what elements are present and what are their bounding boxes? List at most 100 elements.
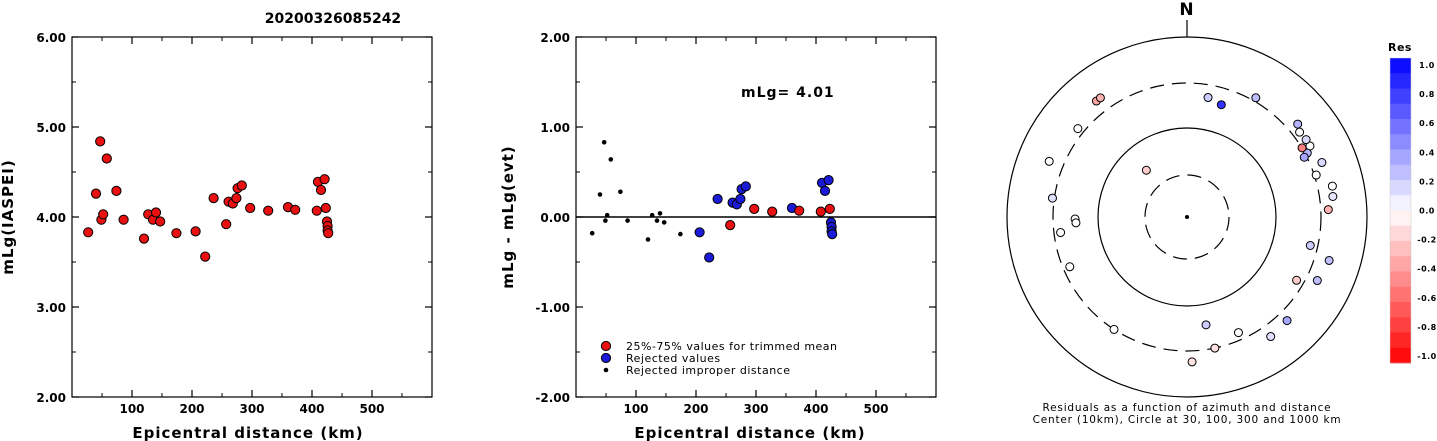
panel1-ylabel: mLg(IASPEI)	[0, 159, 17, 274]
colorbar-segment	[1390, 180, 1411, 196]
colorbar-tick-label: 0.8	[1419, 90, 1435, 99]
colorbar-segment	[1390, 58, 1411, 74]
legend-label: 25%-75% values for trimmed mean	[626, 340, 838, 353]
polar-point	[1233, 328, 1243, 338]
colorbar-tick-label: 0.4	[1419, 148, 1435, 157]
polar-point	[1047, 193, 1057, 203]
panel2-point	[589, 230, 595, 236]
panel1-ytick-label: 6.00	[36, 31, 66, 45]
colorbar-segment	[1390, 347, 1411, 364]
panel1-point	[245, 202, 256, 214]
polar-points	[1044, 93, 1338, 367]
panel2-point	[694, 227, 705, 238]
polar-point	[1323, 205, 1333, 215]
panel1-point	[323, 228, 334, 239]
legend-marker	[603, 367, 609, 373]
panel2-point	[704, 252, 715, 263]
panel1-xtick-label: 100	[119, 402, 144, 416]
polar-point	[1201, 320, 1211, 330]
panel1-point	[311, 205, 322, 216]
colorbar-segment	[1390, 256, 1411, 272]
panel2-point	[603, 218, 608, 223]
panel2-point	[740, 181, 751, 192]
ring-30km	[1144, 174, 1230, 260]
polar-point	[1297, 143, 1307, 153]
panel1-point	[101, 153, 112, 164]
polar-point	[1305, 240, 1315, 250]
panel1-xlabel: Epicentral distance (km)	[132, 424, 363, 441]
colorbar-tick-label: -1.0	[1417, 352, 1437, 361]
panel2-ytick-label: 0.00	[540, 211, 570, 225]
panel1-point	[319, 174, 330, 185]
polar-point	[1328, 191, 1338, 201]
colorbar-segment	[1390, 317, 1411, 333]
panel2-point	[657, 211, 663, 216]
panel2-ytick-label: -2.00	[535, 391, 570, 405]
panel1-xtick-label: 300	[239, 402, 264, 416]
colorbar-tick-label: 0.6	[1419, 119, 1435, 128]
panel1-point	[150, 207, 162, 218]
polar-point	[1044, 156, 1054, 166]
panel1-point	[83, 227, 94, 238]
colorbar-segment	[1390, 302, 1411, 318]
panel1-point	[98, 209, 109, 220]
colorbar-segment	[1390, 73, 1411, 89]
panel1-point	[200, 251, 211, 262]
panel2-ytick-label: -1.00	[535, 301, 570, 315]
colorbar-segment	[1390, 210, 1411, 227]
colorbar-frame	[1389, 57, 1412, 364]
polar-point	[1292, 275, 1302, 285]
ring-300km	[1052, 82, 1322, 352]
polar-point	[1327, 181, 1337, 191]
panel1-point	[263, 205, 274, 216]
panel1-point	[138, 233, 150, 244]
panel2-point	[712, 193, 723, 205]
panel2-point	[815, 206, 826, 217]
panel2-ytick-label: 1.00	[540, 121, 570, 135]
polar-point	[1293, 119, 1303, 129]
colorbar-segment	[1390, 225, 1411, 242]
panel2-xtick-label: 500	[863, 402, 888, 416]
panel2-point	[678, 231, 683, 237]
polar-point	[1299, 152, 1309, 162]
polar-point	[1311, 170, 1321, 180]
colorbar-tick-label: -0.6	[1417, 294, 1437, 303]
panel2-xtick-label: 300	[743, 402, 768, 416]
panel1-point	[90, 188, 102, 199]
polar-point	[1187, 357, 1197, 367]
polar-point	[1266, 332, 1276, 342]
magnitude-vs-distance-panel: Epicentral distance (km) mLg(IASPEI) 100…	[0, 31, 433, 441]
colorbar-segment	[1390, 332, 1411, 349]
colorbar-segment	[1390, 134, 1411, 150]
colorbar-segment	[1390, 271, 1411, 288]
polar-point	[1295, 127, 1305, 137]
polar-caption-line2: Center (10km), Circle at 30, 100, 300 an…	[1033, 414, 1342, 426]
colorbar-tick-label: 0.0	[1419, 207, 1435, 216]
panel1-xtick-label: 200	[179, 402, 204, 416]
panel1-point	[155, 216, 166, 227]
panel2-annotation: mLg= 4.01	[741, 85, 835, 101]
panel1-point	[118, 214, 129, 225]
panel1-point	[111, 185, 122, 196]
polar-point	[1301, 135, 1311, 145]
panel2-point	[618, 189, 623, 195]
panel2-point	[767, 206, 778, 217]
colorbar-segment	[1390, 149, 1411, 166]
panel2-point	[654, 218, 660, 223]
panel2-point	[649, 212, 655, 218]
panel1-point	[190, 226, 201, 237]
ring-100km	[1097, 127, 1277, 307]
polar-point	[1109, 324, 1119, 334]
colorbar-segment	[1390, 103, 1411, 120]
colorbar-tick-label: -0.4	[1417, 265, 1437, 274]
panel1-point	[236, 180, 247, 191]
legend-label: Rejected values	[626, 352, 721, 365]
polar-point	[1324, 255, 1334, 265]
polar-point	[1095, 93, 1105, 103]
polar-point	[1216, 100, 1226, 110]
panel2-point	[823, 175, 834, 186]
panel1-ytick-label: 3.00	[36, 301, 66, 315]
panel2-point	[827, 229, 838, 240]
panel2-point	[661, 220, 667, 225]
panel1-xtick-label: 500	[359, 402, 384, 416]
